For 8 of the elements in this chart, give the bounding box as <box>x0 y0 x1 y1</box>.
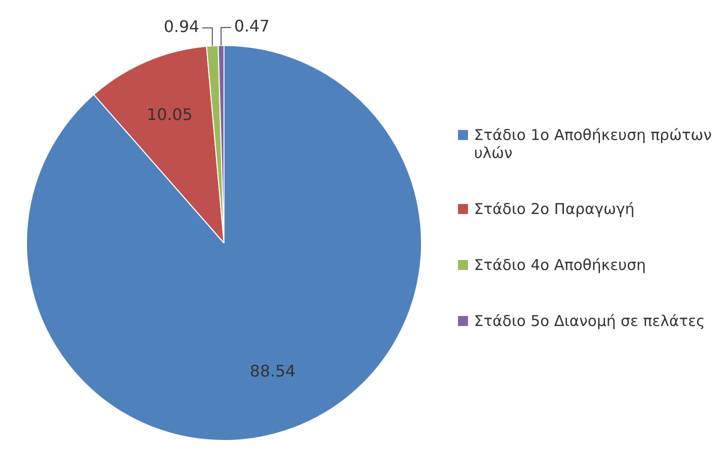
legend-label: Στάδιο 5ο Διανομή σε πελάτες <box>474 312 705 330</box>
legend-label: Στάδιο 1ο Αποθήκευση πρώτων υλών <box>474 126 713 162</box>
legend-label: Στάδιο 4ο Αποθήκευση <box>474 256 646 274</box>
data-label: 88.54 <box>250 362 296 381</box>
data-label: 0.94 <box>164 17 200 36</box>
legend-label: Στάδιο 2ο Παραγωγή <box>474 200 634 218</box>
data-label: 0.47 <box>234 16 270 36</box>
data-label: 10.05 <box>146 105 193 124</box>
